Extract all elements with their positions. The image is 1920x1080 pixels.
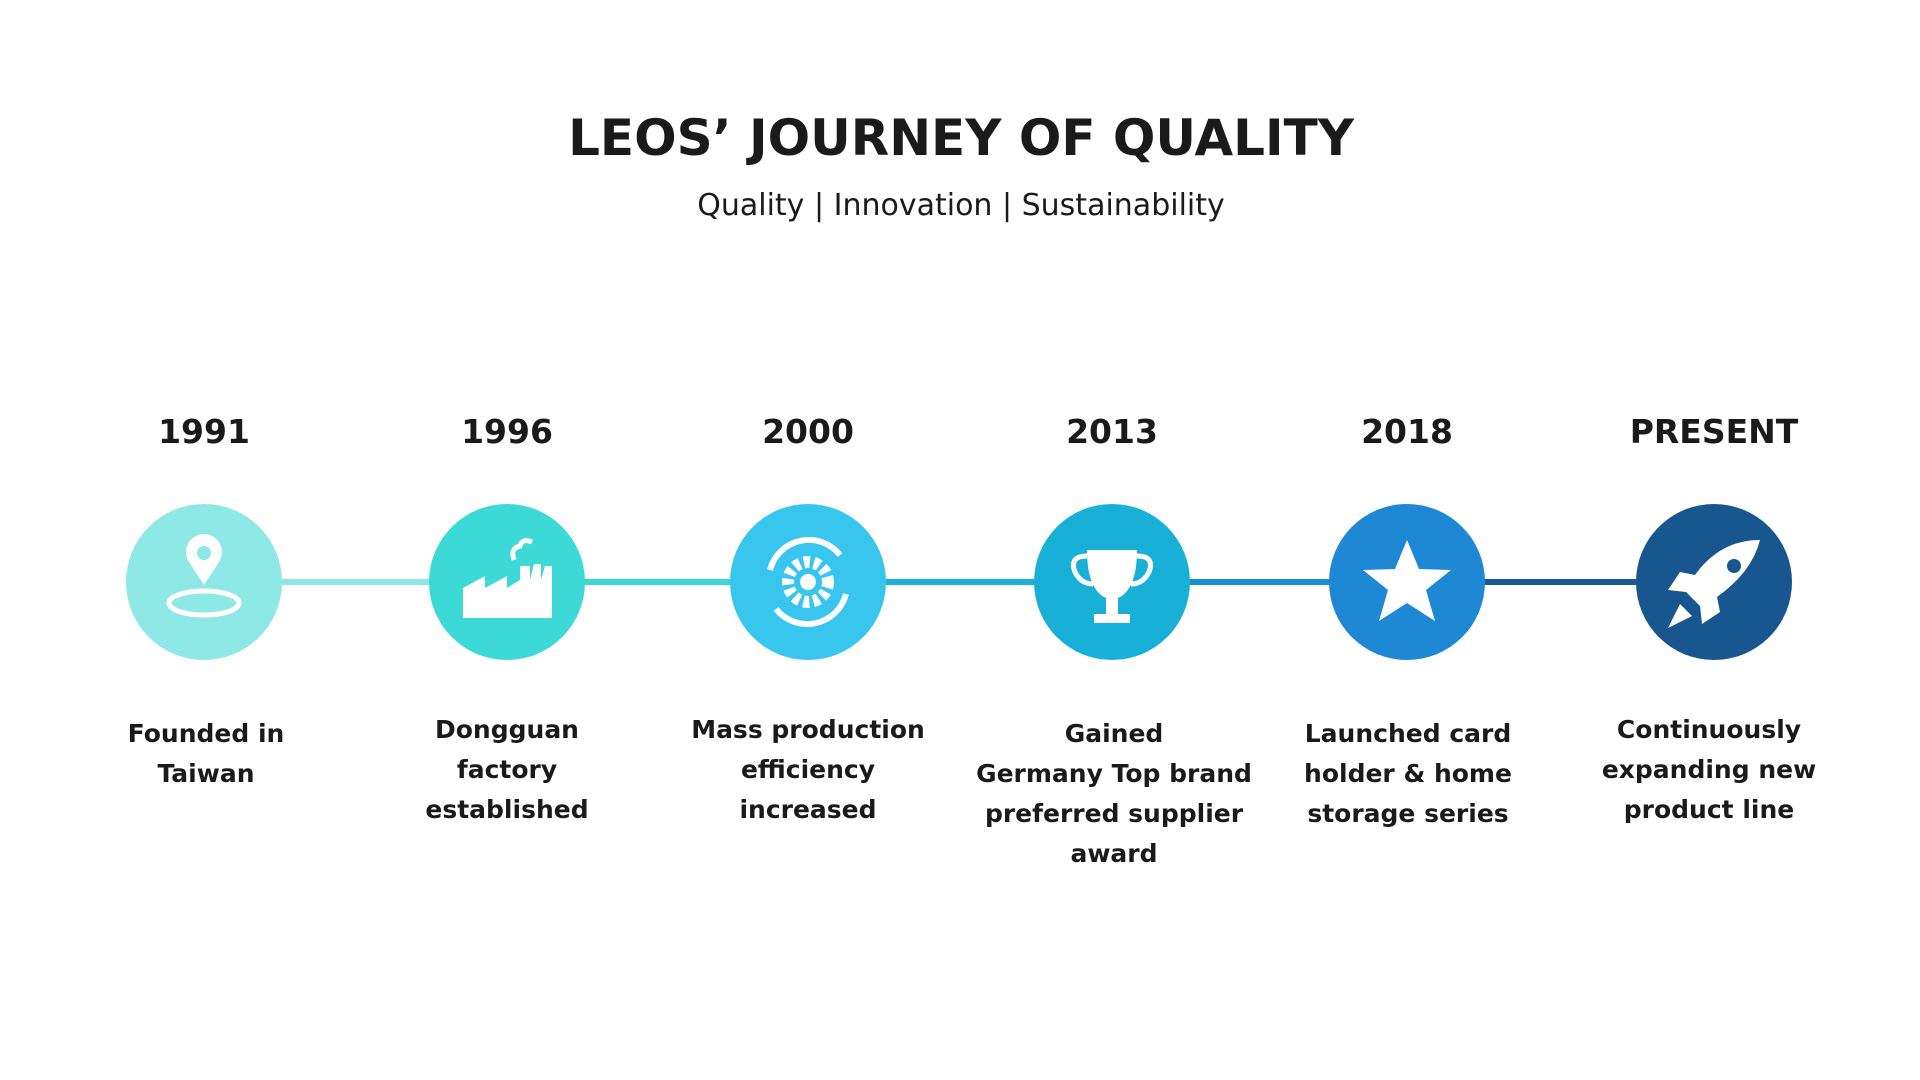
- description-line: efficiency: [741, 755, 875, 784]
- icon-gear-cycle: [767, 536, 849, 628]
- description-line: product line: [1624, 795, 1794, 824]
- icon-trophy: [1071, 550, 1153, 623]
- year: PRESENT: [1630, 412, 1799, 451]
- description-line: Dongguan: [435, 715, 579, 744]
- description-line: holder & home: [1304, 759, 1512, 788]
- description-line: factory: [457, 755, 557, 784]
- description-line: Gained: [1065, 719, 1164, 748]
- description-line: Founded in: [128, 719, 285, 748]
- year: 2018: [1361, 412, 1453, 451]
- description-line: award: [1070, 839, 1157, 868]
- description-line: Continuously: [1617, 715, 1801, 744]
- description-line: Mass production: [691, 715, 925, 744]
- year: 2013: [1066, 412, 1158, 451]
- title: LEOS’ JOURNEY OF QUALITY: [568, 109, 1355, 167]
- year: 1996: [461, 412, 553, 451]
- description-line: Launched card: [1305, 719, 1511, 748]
- icon-rocket: [1668, 540, 1760, 628]
- icon-factory: [463, 538, 552, 618]
- icon-location: [166, 534, 242, 618]
- description-line: Taiwan: [157, 759, 254, 788]
- description-line: established: [425, 795, 588, 824]
- labels: 1991 Founded in Taiwan 1996 Dongguan factory e…: [128, 412, 1817, 868]
- subtitle: Quality | Innovation | Sustainability: [697, 188, 1225, 223]
- description-line: Germany Top brand: [976, 759, 1252, 788]
- description-line: increased: [739, 795, 876, 824]
- description-line: storage series: [1307, 799, 1508, 828]
- description-line: preferred supplier: [985, 799, 1244, 828]
- year: 1991: [158, 412, 250, 451]
- icon-star: [1363, 540, 1451, 621]
- description-line: expanding new: [1602, 755, 1816, 784]
- year: 2000: [762, 412, 854, 451]
